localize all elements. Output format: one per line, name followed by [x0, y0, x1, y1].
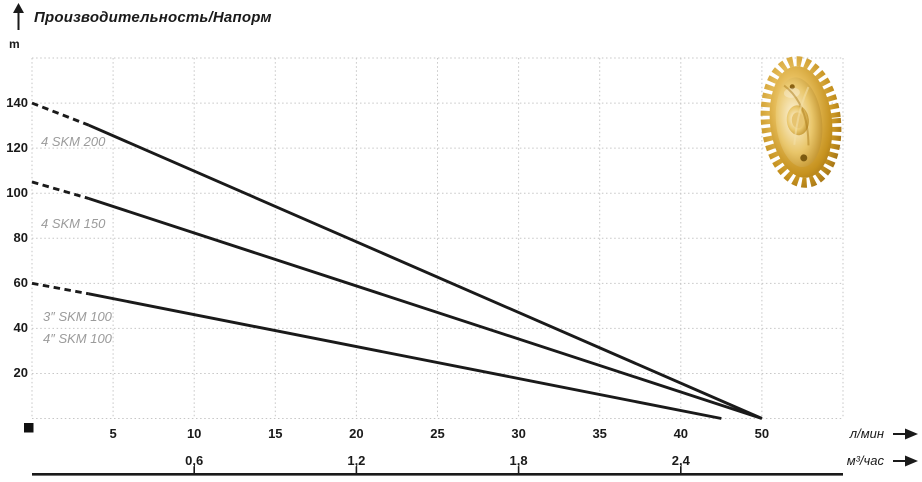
chart-title: Производительность/Напорм — [34, 9, 272, 26]
series-curve — [88, 197, 763, 420]
x-tick-label-m3h: 2,4 — [671, 453, 690, 468]
x-tick-label-m3h: 0,6 — [185, 453, 204, 468]
x-tick-label-lmin: 35 — [592, 426, 607, 441]
y-tick-label: 80 — [13, 230, 28, 246]
series-label-4skm100: 4″ SKM 100 — [43, 331, 112, 346]
x-tick-label-lmin: 30 — [511, 426, 526, 441]
series-label-4skm150: 4 SKM 150 — [41, 216, 106, 231]
x-axis-right-arrow-icon-m3h — [893, 455, 918, 467]
y-tick-label: 140 — [6, 95, 28, 111]
x-axis-right-arrow-icon-lmin — [893, 428, 918, 440]
series-curve-dashed — [31, 101, 90, 127]
x-tick-label-m3h: 1,2 — [347, 453, 366, 468]
x-tick-label-lmin: 50 — [754, 426, 770, 441]
impeller-icon — [760, 56, 842, 188]
y-axis-up-arrow-icon — [13, 3, 24, 30]
y-tick-label: 100 — [6, 185, 28, 201]
y-tick-label: 20 — [13, 365, 28, 381]
x-axis-unit-lmin: л/мин — [849, 426, 884, 441]
x-tick-label-lmin: 15 — [268, 426, 283, 441]
series-curve-dashed — [31, 281, 90, 296]
series-label-4skm200: 4 SKM 200 — [41, 134, 106, 149]
y-tick-label: 120 — [6, 140, 28, 156]
x-tick-label-lmin: 25 — [430, 426, 445, 441]
x-tick-label-m3h: 1,8 — [509, 453, 528, 468]
x-axis-unit-m3h: м³/час — [846, 453, 884, 468]
series-curve — [88, 123, 763, 420]
series-label-3skm100: 3″ SKM 100 — [43, 309, 112, 324]
origin-marker — [24, 423, 34, 433]
series-curve-dashed — [31, 180, 90, 200]
x-tick-label-lmin: 10 — [186, 426, 202, 441]
x-tick-label-lmin: 40 — [673, 426, 689, 441]
x-tick-label-lmin: 20 — [349, 426, 364, 441]
y-axis-unit-label: m — [9, 37, 20, 51]
y-tick-label: 40 — [13, 320, 28, 336]
y-tick-label: 60 — [13, 275, 28, 291]
series-curve — [88, 292, 722, 420]
x-tick-label-lmin: 5 — [109, 426, 117, 441]
